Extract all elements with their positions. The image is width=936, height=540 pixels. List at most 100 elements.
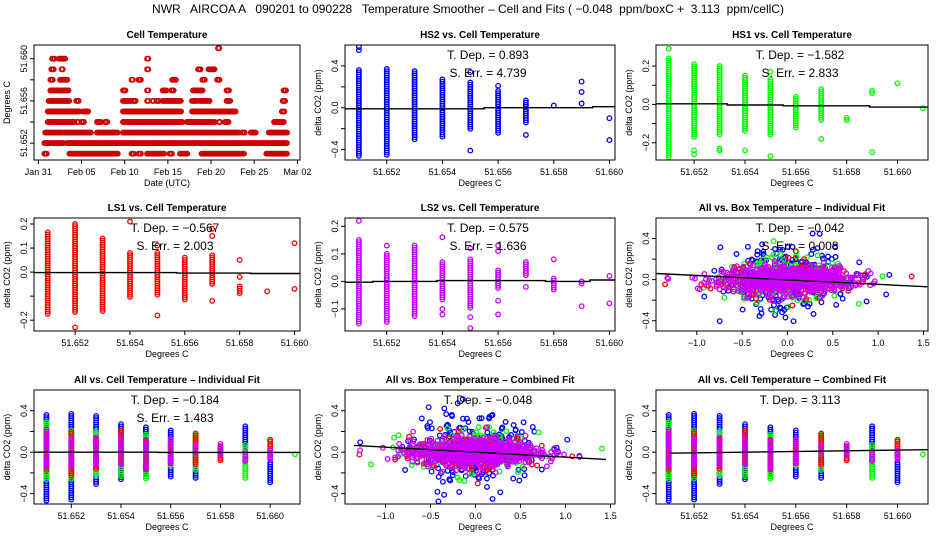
data-point bbox=[742, 125, 748, 132]
data-point-ls1 bbox=[68, 472, 75, 479]
x-tick-label: 51.654 bbox=[116, 338, 144, 348]
x-tick-label: 51.656 bbox=[484, 338, 512, 348]
data-point-ls2 bbox=[804, 286, 811, 293]
y-tick-label: 0.2 bbox=[19, 218, 29, 231]
panel-all-vs-cell-individual: All vs. Cell Temperature – Individual Fi… bbox=[2, 375, 301, 532]
data-point bbox=[355, 218, 362, 224]
x-axis-label: Degrees C bbox=[145, 349, 189, 359]
y-tick-label: −0.2 bbox=[641, 134, 651, 152]
data-point-ls2 bbox=[790, 292, 797, 299]
x-tick-label: 51.654 bbox=[107, 511, 135, 521]
stat-annotation: T. Dep. = −1.582 bbox=[756, 48, 845, 62]
data-point-hs1 bbox=[68, 475, 75, 482]
data-point-ls2 bbox=[418, 441, 425, 447]
data-point-hs1 bbox=[515, 469, 522, 476]
y-tick-label: −0.4 bbox=[641, 312, 651, 330]
data-point-hs2 bbox=[476, 415, 483, 422]
data-point-hs2 bbox=[267, 479, 274, 486]
data-point bbox=[154, 312, 161, 319]
x-tick-label: Feb 05 bbox=[67, 167, 95, 177]
data-point-hs2 bbox=[43, 497, 50, 504]
x-tick-label: Feb 20 bbox=[197, 167, 225, 177]
data-point-ls2 bbox=[436, 442, 443, 449]
data-point-ls2 bbox=[118, 461, 124, 468]
y-tick-label: −0.2 bbox=[19, 311, 29, 329]
data-point-ls2 bbox=[830, 269, 837, 276]
data-point-hs2 bbox=[434, 488, 441, 495]
data-point-ls2 bbox=[413, 444, 420, 451]
data-point bbox=[522, 131, 529, 138]
x-tick-label: 1.5 bbox=[917, 338, 930, 348]
data-point-ls2 bbox=[484, 458, 491, 465]
data-point-ls2 bbox=[796, 293, 803, 300]
data-point-ls2 bbox=[735, 288, 742, 295]
data-point bbox=[226, 87, 232, 94]
fit-line bbox=[656, 272, 928, 288]
panel-all-vs-box-individual: All vs. Box Temperature – Individual Fit… bbox=[624, 203, 930, 359]
data-point bbox=[241, 129, 248, 136]
data-point-hs1 bbox=[192, 464, 199, 471]
data-point-ls2 bbox=[820, 286, 827, 293]
data-point bbox=[355, 320, 362, 327]
data-point bbox=[716, 145, 723, 152]
data-point bbox=[495, 248, 502, 255]
data-point bbox=[691, 151, 698, 158]
data-point-hs2 bbox=[93, 478, 100, 485]
data-point bbox=[283, 87, 289, 94]
data-point bbox=[181, 294, 188, 301]
data-point-ls2 bbox=[825, 285, 832, 292]
plot-area bbox=[345, 218, 615, 331]
x-axis-label: Degrees C bbox=[458, 178, 502, 188]
data-point-ls2 bbox=[836, 263, 843, 269]
data-point-hs2 bbox=[498, 425, 505, 432]
data-point-hs1 bbox=[806, 297, 813, 304]
y-tick-label: 0.2 bbox=[641, 60, 651, 73]
data-point bbox=[169, 150, 175, 157]
figure-title: NWR AIRCOA A 090201 to 090228 Temperatur… bbox=[152, 2, 784, 16]
data-point bbox=[411, 134, 418, 141]
data-point-hs2 bbox=[744, 243, 751, 250]
data-point bbox=[283, 140, 290, 147]
data-point-ls2 bbox=[242, 458, 249, 464]
data-point bbox=[178, 108, 184, 115]
plot-area bbox=[353, 396, 607, 504]
data-point-ls2 bbox=[768, 268, 775, 275]
x-tick-label: 51.658 bbox=[540, 167, 568, 177]
data-point bbox=[209, 297, 216, 304]
data-point-ls2 bbox=[757, 287, 764, 294]
data-point-hs1 bbox=[43, 476, 50, 483]
x-tick-label: 51.652 bbox=[373, 338, 401, 348]
stat-annotation: T. Dep. = −0.184 bbox=[131, 393, 220, 407]
data-point-hs2 bbox=[564, 436, 571, 443]
data-point-hs2 bbox=[716, 318, 723, 325]
plot-area bbox=[656, 230, 928, 325]
data-point-hs2 bbox=[832, 243, 838, 250]
data-point-hs2 bbox=[502, 418, 509, 425]
data-point-ls2 bbox=[720, 269, 727, 276]
data-point-hs2 bbox=[167, 473, 174, 480]
y-tick-label: 0.0 bbox=[19, 446, 29, 459]
data-point-hs2 bbox=[886, 271, 893, 278]
plot-frame bbox=[344, 44, 616, 161]
data-point bbox=[411, 136, 418, 143]
data-point-ls2 bbox=[748, 271, 755, 278]
x-tick-label: 51.654 bbox=[429, 167, 457, 177]
data-point-ls2 bbox=[777, 286, 784, 293]
data-point-ls2 bbox=[384, 456, 391, 462]
data-point-ls2 bbox=[521, 446, 528, 453]
data-point bbox=[894, 80, 901, 87]
data-point-ls2 bbox=[43, 461, 50, 468]
data-point-ls2 bbox=[867, 270, 874, 277]
y-tick-label: 0.1 bbox=[19, 242, 29, 255]
data-point-hs2 bbox=[448, 411, 455, 418]
plot-area bbox=[656, 45, 928, 160]
x-tick-label: 1.0 bbox=[872, 338, 885, 348]
data-point-hs2 bbox=[520, 419, 527, 426]
data-point bbox=[129, 76, 136, 83]
data-point-ls1 bbox=[455, 428, 462, 435]
data-point-ls1 bbox=[569, 453, 576, 460]
plot-frame bbox=[655, 217, 929, 332]
data-point bbox=[355, 152, 362, 159]
x-tick-label: 0.5 bbox=[827, 338, 840, 348]
stat-annotation: S. Err. = 0.008 bbox=[761, 239, 838, 253]
